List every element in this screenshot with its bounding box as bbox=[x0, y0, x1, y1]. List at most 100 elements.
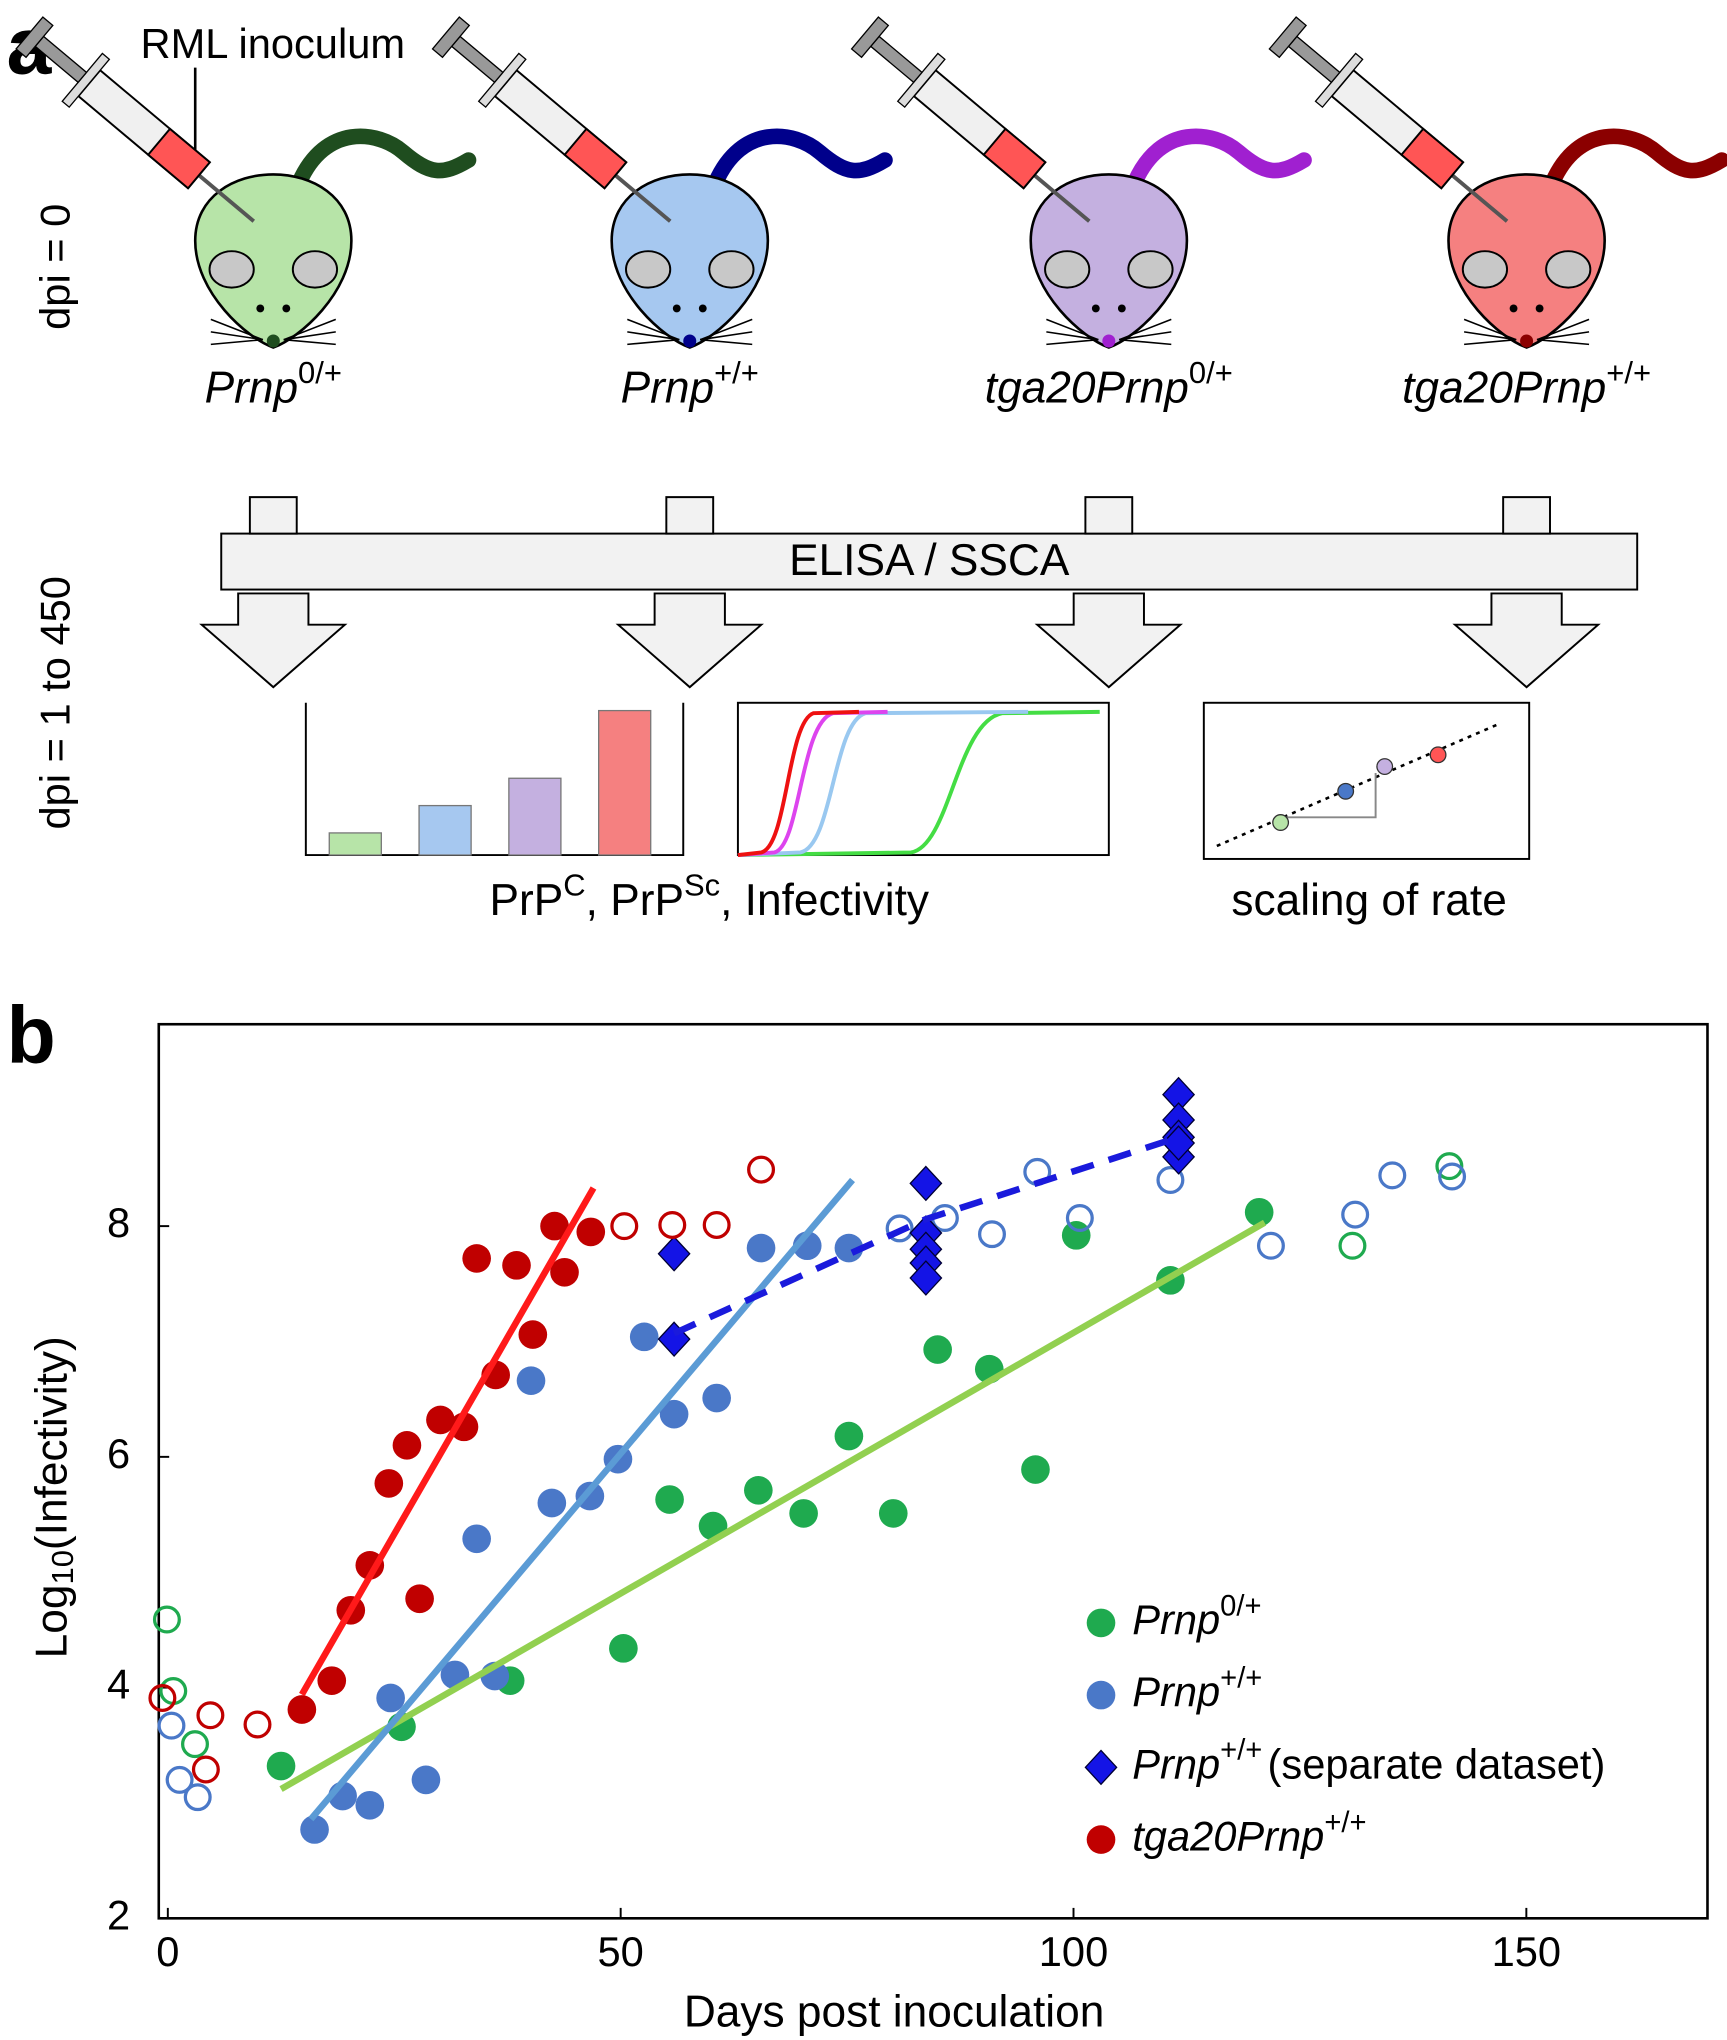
mouse-whisker bbox=[1463, 331, 1517, 341]
syringe-needle bbox=[1033, 173, 1091, 223]
open-point bbox=[885, 1214, 914, 1243]
mouse-tail bbox=[1544, 128, 1727, 191]
point bbox=[317, 1666, 347, 1695]
label-base: tga20Prnp bbox=[985, 363, 1189, 412]
rich-label: tga20Prnp0/+ bbox=[985, 355, 1233, 412]
mouse bbox=[850, 16, 1312, 349]
small-arrow bbox=[1084, 496, 1134, 535]
legend: Prnp0/+Prnp+/+Prnp+/+ (separate dataset)t… bbox=[1084, 1590, 1605, 1860]
mouse-whisker bbox=[283, 318, 337, 341]
point bbox=[300, 1815, 329, 1844]
mini-dot bbox=[1272, 814, 1290, 831]
syringe-fluid bbox=[563, 127, 628, 190]
syringe-fluid bbox=[146, 127, 212, 190]
mouse-whisker bbox=[700, 331, 753, 341]
mouse-tail bbox=[707, 128, 893, 191]
diamond-point bbox=[909, 1260, 943, 1296]
open-point bbox=[1341, 1200, 1370, 1229]
point bbox=[789, 1499, 818, 1528]
down-arrow bbox=[1034, 592, 1184, 689]
mouse-whisker bbox=[1536, 338, 1590, 346]
mini-frame bbox=[304, 702, 685, 857]
mouse-whisker bbox=[699, 318, 753, 341]
point bbox=[576, 1217, 606, 1247]
mouse-eye bbox=[672, 304, 681, 313]
point bbox=[834, 1421, 864, 1451]
small-arrow bbox=[665, 496, 715, 535]
legend-marker bbox=[1086, 1608, 1116, 1638]
mice: Prnp0/+ Prnp+/+ tga20Prnp0/+ tga20Prnp+/+ bbox=[15, 16, 1727, 412]
assay-bar bbox=[220, 532, 1639, 591]
mouse-nose bbox=[1102, 334, 1116, 348]
mini-bar bbox=[508, 777, 562, 856]
label-sup: 0/+ bbox=[298, 355, 342, 390]
open-point bbox=[1435, 1152, 1464, 1181]
point bbox=[411, 1765, 441, 1795]
point bbox=[502, 1251, 531, 1280]
mouse-whisker bbox=[1046, 318, 1099, 341]
x-tick-label: 50 bbox=[598, 1928, 644, 1975]
open-point bbox=[1065, 1204, 1094, 1233]
x-tick-label: 150 bbox=[1492, 1928, 1561, 1975]
readout-sup: Sc bbox=[684, 868, 720, 903]
mini-bar bbox=[598, 709, 652, 856]
open-point bbox=[243, 1710, 272, 1739]
mini-bar bbox=[328, 832, 382, 856]
mini-frame bbox=[1202, 701, 1531, 860]
point bbox=[1061, 1221, 1091, 1250]
readout-label: PrPC, PrPSc, Infectivity bbox=[490, 868, 930, 925]
point bbox=[923, 1335, 952, 1364]
mouse-ear bbox=[625, 250, 672, 289]
open-point bbox=[1256, 1231, 1285, 1260]
mini-curve-chart bbox=[736, 701, 1110, 857]
mini-bar-chart bbox=[304, 702, 685, 857]
series bbox=[657, 1076, 1196, 1358]
readout-text: , Infectivity bbox=[720, 876, 930, 925]
label-sup: 0/+ bbox=[1189, 355, 1233, 390]
mouse-ear bbox=[1127, 250, 1174, 289]
mouse-whisker bbox=[210, 331, 264, 341]
syringe-cap bbox=[850, 16, 890, 59]
mouse-body bbox=[610, 173, 770, 349]
mouse-ear bbox=[1461, 250, 1509, 289]
point bbox=[516, 1366, 546, 1396]
assay-diagram: ELISA / SSCA bbox=[199, 496, 1639, 689]
label-sup: +/+ bbox=[1220, 1662, 1262, 1694]
mini-curve bbox=[737, 709, 1029, 857]
open-point bbox=[747, 1155, 776, 1184]
rich-label: Prnp+/+ bbox=[621, 355, 759, 412]
rich-label: Prnp+/+ (separate dataset) bbox=[1132, 1734, 1605, 1787]
open-point bbox=[148, 1683, 177, 1712]
syringe-cap bbox=[1268, 16, 1308, 59]
mouse-whisker bbox=[627, 318, 680, 341]
syringe-fluid bbox=[1400, 127, 1465, 190]
rich-label: tga20Prnp+/+ bbox=[1402, 355, 1651, 412]
point bbox=[629, 1322, 659, 1352]
label-base: Prnp bbox=[621, 363, 714, 412]
mini-frame bbox=[736, 701, 1110, 857]
point bbox=[405, 1584, 434, 1614]
mouse-nose bbox=[266, 334, 280, 348]
diamond-point bbox=[657, 1321, 691, 1358]
y-tick-label: 4 bbox=[107, 1661, 130, 1708]
mouse-whisker bbox=[700, 338, 753, 346]
open-point bbox=[191, 1755, 220, 1784]
y-tick-label: 8 bbox=[107, 1199, 130, 1246]
mouse-ear bbox=[1044, 250, 1091, 289]
mouse-body bbox=[193, 173, 353, 349]
label-sup: 0/+ bbox=[1220, 1590, 1261, 1622]
point bbox=[426, 1405, 455, 1435]
open-point bbox=[1378, 1161, 1407, 1190]
inoculum-label: RML inoculum bbox=[141, 20, 406, 67]
label-base: Prnp bbox=[205, 363, 298, 412]
open-point bbox=[152, 1605, 181, 1634]
rich-label: tga20Prnp+/+ bbox=[1132, 1807, 1366, 1860]
syringe-needle bbox=[197, 173, 256, 223]
open-point bbox=[658, 1210, 687, 1239]
open-point bbox=[165, 1765, 194, 1794]
open-point bbox=[978, 1220, 1006, 1249]
mouse-whisker bbox=[1536, 318, 1590, 341]
point bbox=[374, 1469, 404, 1498]
